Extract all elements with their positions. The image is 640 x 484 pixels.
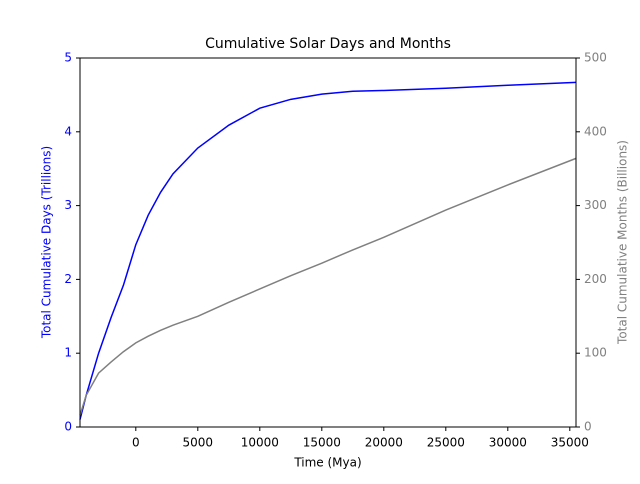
y2-axis-label: Total Cumulative Months (Billions)	[616, 140, 630, 345]
y2-tick-label: 100	[584, 346, 607, 360]
y-tick-label: 2	[64, 272, 72, 286]
y2-tick-label: 0	[584, 420, 592, 434]
x-tick-label: 30000	[489, 436, 527, 450]
x-tick-label: 5000	[183, 436, 214, 450]
plot-frame	[79, 57, 577, 428]
x-tick-label: 0	[132, 436, 140, 450]
y-tick-label: 5	[64, 51, 72, 65]
x-tick-label: 20000	[365, 436, 403, 450]
y-tick-label: 0	[64, 420, 72, 434]
y-tick-label: 1	[64, 346, 72, 360]
y2-tick-label: 200	[584, 272, 607, 286]
x-tick-label: 25000	[427, 436, 465, 450]
x-tick-label: 10000	[241, 436, 279, 450]
x-axis-label: Time (Mya)	[293, 456, 361, 470]
y2-tick-label: 400	[584, 124, 607, 138]
y-axis-label: Total Cumulative Days (Trillions)	[40, 146, 54, 339]
y2-tick-label: 300	[584, 198, 607, 212]
y-tick-label: 4	[64, 124, 72, 138]
line-series	[79, 157, 577, 416]
x-tick-label: 15000	[303, 436, 341, 450]
chart-title: Cumulative Solar Days and Months	[205, 36, 451, 52]
x-tick-label: 35000	[551, 436, 589, 450]
line-series	[79, 81, 577, 420]
y-tick-label: 3	[64, 198, 72, 212]
y2-tick-label: 500	[584, 51, 607, 65]
